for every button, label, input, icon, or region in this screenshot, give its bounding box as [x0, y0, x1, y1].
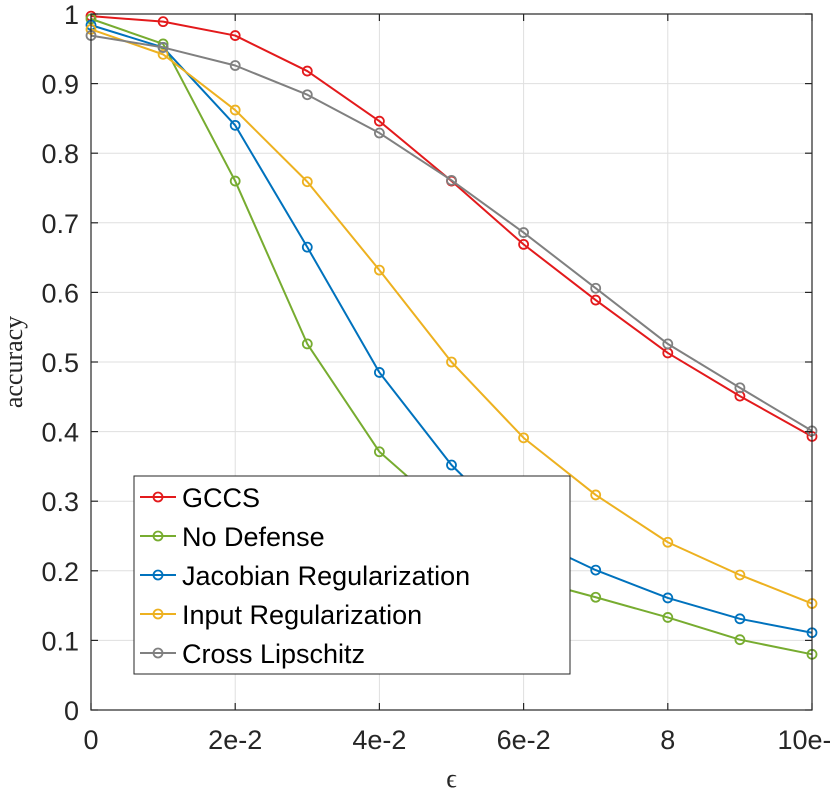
y-tick-label: 0.9 — [41, 70, 79, 100]
y-tick-label: 0.6 — [41, 278, 79, 308]
data-point — [229, 30, 241, 41]
data-point — [373, 264, 385, 276]
series-line — [90, 34, 813, 432]
legend-item: No Defense — [140, 522, 325, 552]
data-point — [301, 65, 313, 77]
data-point — [446, 174, 457, 186]
y-tick-label: 0 — [64, 696, 79, 726]
data-point — [590, 282, 602, 294]
legend-marker — [152, 569, 164, 581]
y-tick-label: 0.1 — [41, 626, 79, 656]
data-point — [157, 48, 169, 60]
legend: GCCS No Defense Jacobian Regularization Inp… — [133, 475, 571, 675]
series-line — [90, 24, 813, 634]
data-point — [590, 591, 602, 603]
x-tick-label: 2e-2 — [208, 725, 262, 755]
y-tick-label: 1 — [64, 0, 79, 30]
y-tick-label: 0.8 — [41, 139, 79, 169]
y-axis-title: accuracy — [0, 316, 28, 408]
data-point — [518, 227, 529, 238]
data-point — [518, 238, 529, 250]
legend-label: No Defense — [182, 522, 325, 552]
legend-item: Input Regularization — [140, 600, 422, 630]
data-point — [734, 634, 746, 646]
legend-label: Cross Lipschitz — [182, 639, 365, 669]
legend-marker — [152, 608, 164, 620]
data-point — [734, 569, 746, 581]
data-point — [734, 382, 746, 394]
legend-marker — [152, 530, 164, 542]
x-tick-label: 6e-2 — [497, 725, 551, 755]
data-point — [590, 564, 602, 576]
legend-item: GCCS — [140, 483, 260, 513]
data-point — [157, 42, 169, 53]
data-point — [229, 60, 241, 71]
data-point — [662, 536, 674, 548]
tick-labels: 0 2e-2 4e-2 6e-2 8 10e-2 0 0.1 0.2 0.3 0.4 0.5 0.6 0.… — [41, 0, 830, 755]
data-point — [734, 613, 746, 625]
data-point — [301, 89, 313, 101]
y-tick-label: 0.4 — [41, 418, 79, 448]
series-cross-lipschitz — [85, 30, 818, 437]
legend-marker — [152, 647, 164, 659]
y-tick-label: 0.3 — [41, 487, 79, 517]
data-point — [373, 367, 385, 378]
data-point — [157, 16, 169, 28]
data-point — [229, 175, 241, 187]
legend-label: Jacobian Regularization — [182, 561, 470, 591]
x-tick-label: 8 — [660, 725, 675, 755]
y-tick-label: 0.7 — [41, 209, 79, 239]
legend-item: Jacobian Regularization — [140, 561, 470, 591]
data-point — [373, 127, 385, 139]
y-tick-label: 0.2 — [41, 557, 79, 587]
data-point — [301, 338, 313, 350]
data-point — [373, 446, 385, 458]
legend-marker — [152, 491, 164, 503]
x-axis-title: ϵ — [446, 764, 457, 791]
data-point — [446, 459, 457, 471]
data-point — [373, 115, 385, 127]
data-point — [590, 294, 602, 306]
legend-label: GCCS — [182, 483, 260, 513]
data-point — [662, 338, 674, 350]
legend-item: Cross Lipschitz — [140, 639, 365, 669]
series-gccs — [85, 10, 818, 442]
data-point — [301, 241, 313, 253]
data-point — [229, 119, 241, 131]
x-tick-label: 0 — [83, 725, 98, 755]
data-point — [590, 489, 602, 501]
data-point — [662, 612, 674, 623]
x-tick-label: 4e-2 — [352, 725, 406, 755]
series-line — [90, 28, 813, 605]
data-point — [662, 592, 674, 604]
data-point — [229, 104, 241, 116]
data-point — [446, 356, 457, 368]
series-line — [90, 15, 813, 438]
y-tick-label: 0.5 — [41, 348, 79, 378]
legend-box — [133, 475, 571, 675]
data-point — [301, 176, 313, 188]
data-point — [518, 432, 529, 444]
x-tick-label: 10e-2 — [777, 725, 830, 755]
legend-label: Input Regularization — [182, 600, 422, 630]
